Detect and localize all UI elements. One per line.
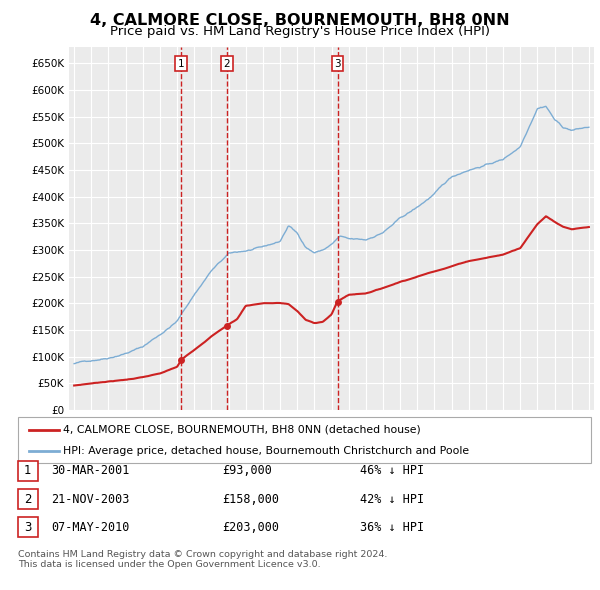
Text: 4, CALMORE CLOSE, BOURNEMOUTH, BH8 0NN (detached house): 4, CALMORE CLOSE, BOURNEMOUTH, BH8 0NN (… bbox=[63, 425, 421, 435]
Text: 30-MAR-2001: 30-MAR-2001 bbox=[51, 464, 130, 477]
Text: This data is licensed under the Open Government Licence v3.0.: This data is licensed under the Open Gov… bbox=[18, 560, 320, 569]
Text: 07-MAY-2010: 07-MAY-2010 bbox=[51, 521, 130, 534]
Text: 1: 1 bbox=[24, 464, 32, 477]
Text: 2: 2 bbox=[224, 58, 230, 68]
Text: 1: 1 bbox=[178, 58, 185, 68]
Text: 3: 3 bbox=[334, 58, 341, 68]
Text: 4, CALMORE CLOSE, BOURNEMOUTH, BH8 0NN: 4, CALMORE CLOSE, BOURNEMOUTH, BH8 0NN bbox=[90, 13, 510, 28]
Text: 36% ↓ HPI: 36% ↓ HPI bbox=[360, 521, 424, 534]
Text: £203,000: £203,000 bbox=[222, 521, 279, 534]
Text: 3: 3 bbox=[24, 521, 32, 534]
Text: 46% ↓ HPI: 46% ↓ HPI bbox=[360, 464, 424, 477]
Text: 2: 2 bbox=[24, 493, 32, 506]
Text: 21-NOV-2003: 21-NOV-2003 bbox=[51, 493, 130, 506]
Text: 42% ↓ HPI: 42% ↓ HPI bbox=[360, 493, 424, 506]
Text: £93,000: £93,000 bbox=[222, 464, 272, 477]
Text: Price paid vs. HM Land Registry's House Price Index (HPI): Price paid vs. HM Land Registry's House … bbox=[110, 25, 490, 38]
Text: HPI: Average price, detached house, Bournemouth Christchurch and Poole: HPI: Average price, detached house, Bour… bbox=[63, 445, 469, 455]
Text: Contains HM Land Registry data © Crown copyright and database right 2024.: Contains HM Land Registry data © Crown c… bbox=[18, 550, 388, 559]
Text: £158,000: £158,000 bbox=[222, 493, 279, 506]
